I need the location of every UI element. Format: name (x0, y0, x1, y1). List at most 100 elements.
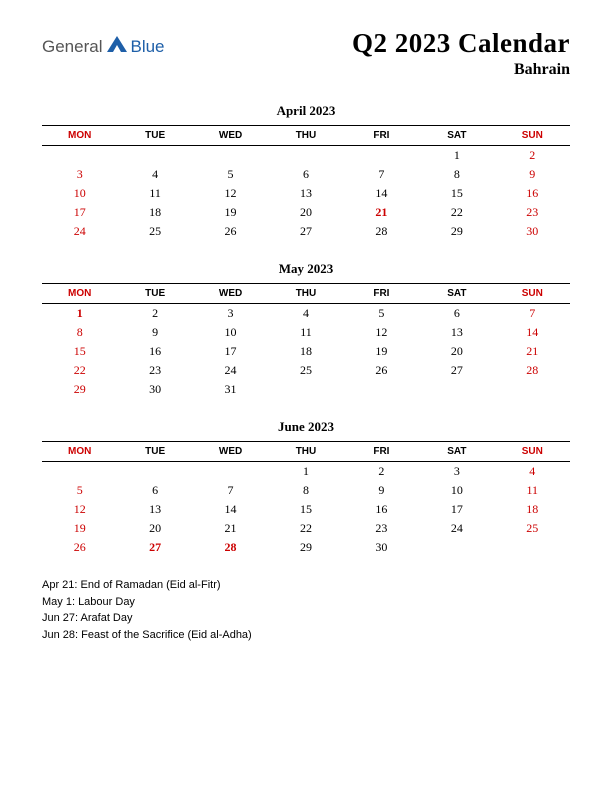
calendar-cell: 24 (193, 361, 268, 380)
calendar-cell: 2 (495, 146, 570, 166)
calendar-cell: 19 (193, 203, 268, 222)
calendar-cell: 14 (344, 184, 419, 203)
calendar-cell (117, 462, 192, 482)
calendar-cell: 16 (117, 342, 192, 361)
calendar-cell: 30 (344, 538, 419, 557)
calendar-cell: 23 (344, 519, 419, 538)
calendar-cell (42, 462, 117, 482)
calendar-cell: 8 (268, 481, 343, 500)
calendar-cell: 10 (419, 481, 494, 500)
calendar-cell: 5 (344, 304, 419, 324)
calendar-cell: 25 (268, 361, 343, 380)
calendar-cell: 24 (42, 222, 117, 241)
calendar-cell: 30 (117, 380, 192, 399)
calendar-cell: 7 (495, 304, 570, 324)
calendar-cell: 27 (419, 361, 494, 380)
month-title: June 2023 (42, 419, 570, 435)
holidays-list: Apr 21: End of Ramadan (Eid al-Fitr)May … (42, 577, 570, 643)
calendar-cell: 31 (193, 380, 268, 399)
calendar-cell: 29 (268, 538, 343, 557)
calendar-cell: 23 (117, 361, 192, 380)
calendar-row: 12 (42, 146, 570, 166)
day-header: FRI (344, 442, 419, 462)
calendar-cell: 12 (42, 500, 117, 519)
calendar-row: 891011121314 (42, 323, 570, 342)
calendar-cell: 3 (42, 165, 117, 184)
calendar-row: 19202122232425 (42, 519, 570, 538)
day-header: TUE (117, 442, 192, 462)
calendar-cell: 13 (268, 184, 343, 203)
calendar-cell (193, 462, 268, 482)
calendar-cell: 30 (495, 222, 570, 241)
calendar-cell: 16 (495, 184, 570, 203)
day-header: SAT (419, 442, 494, 462)
calendar-cell: 1 (42, 304, 117, 324)
calendar-cell: 21 (495, 342, 570, 361)
calendar-cell: 2 (344, 462, 419, 482)
calendar-row: 293031 (42, 380, 570, 399)
calendar-row: 24252627282930 (42, 222, 570, 241)
calendar-cell: 18 (495, 500, 570, 519)
calendar-cell: 15 (419, 184, 494, 203)
calendar-cell: 1 (268, 462, 343, 482)
logo-text-blue: Blue (130, 37, 164, 57)
calendar-row: 567891011 (42, 481, 570, 500)
calendar-cell: 25 (495, 519, 570, 538)
calendar-cell: 24 (419, 519, 494, 538)
month-block: May 2023MONTUEWEDTHUFRISATSUN12345678910… (42, 261, 570, 399)
day-header: TUE (117, 284, 192, 304)
calendar-cell: 20 (419, 342, 494, 361)
calendar-row: 1234 (42, 462, 570, 482)
holiday-line: May 1: Labour Day (42, 594, 570, 611)
logo-text-general: General (42, 37, 102, 57)
calendar-cell (117, 146, 192, 166)
logo-triangle-icon (107, 36, 127, 57)
calendar-cell: 21 (344, 203, 419, 222)
calendar-row: 22232425262728 (42, 361, 570, 380)
calendar-cell: 29 (42, 380, 117, 399)
calendar-cell: 3 (419, 462, 494, 482)
calendar-cell: 20 (268, 203, 343, 222)
calendar-row: 10111213141516 (42, 184, 570, 203)
calendar-cell: 9 (495, 165, 570, 184)
calendar-row: 15161718192021 (42, 342, 570, 361)
calendar-cell: 4 (268, 304, 343, 324)
day-header: SUN (495, 126, 570, 146)
day-header: FRI (344, 284, 419, 304)
calendar-cell: 27 (117, 538, 192, 557)
calendar-cell: 26 (344, 361, 419, 380)
calendar-cell: 3 (193, 304, 268, 324)
day-header: MON (42, 126, 117, 146)
calendar-cell: 10 (193, 323, 268, 342)
day-header: MON (42, 442, 117, 462)
calendar-cell: 8 (419, 165, 494, 184)
calendar-cell: 8 (42, 323, 117, 342)
month-title: May 2023 (42, 261, 570, 277)
calendar-cell (495, 380, 570, 399)
calendar-table: MONTUEWEDTHUFRISATSUN1234567891011121314… (42, 283, 570, 399)
day-header: TUE (117, 126, 192, 146)
holiday-line: Jun 28: Feast of the Sacrifice (Eid al-A… (42, 627, 570, 644)
calendar-row: 2627282930 (42, 538, 570, 557)
calendar-cell: 28 (193, 538, 268, 557)
holiday-line: Jun 27: Arafat Day (42, 610, 570, 627)
month-title: April 2023 (42, 103, 570, 119)
calendar-cell: 17 (193, 342, 268, 361)
day-header: WED (193, 284, 268, 304)
day-header: THU (268, 126, 343, 146)
calendar-cell: 9 (344, 481, 419, 500)
calendar-cell: 20 (117, 519, 192, 538)
day-header: SUN (495, 442, 570, 462)
calendar-cell (344, 146, 419, 166)
calendar-row: 12131415161718 (42, 500, 570, 519)
calendar-cell: 1 (419, 146, 494, 166)
calendar-cell: 22 (268, 519, 343, 538)
calendar-table: MONTUEWEDTHUFRISATSUN1234567891011121314… (42, 125, 570, 241)
calendar-cell: 22 (419, 203, 494, 222)
month-block: April 2023MONTUEWEDTHUFRISATSUN123456789… (42, 103, 570, 241)
calendar-cell (42, 146, 117, 166)
calendar-cell: 27 (268, 222, 343, 241)
calendar-cell: 28 (344, 222, 419, 241)
page-title: Q2 2023 Calendar (352, 28, 570, 59)
calendar-table: MONTUEWEDTHUFRISATSUN1234567891011121314… (42, 441, 570, 557)
